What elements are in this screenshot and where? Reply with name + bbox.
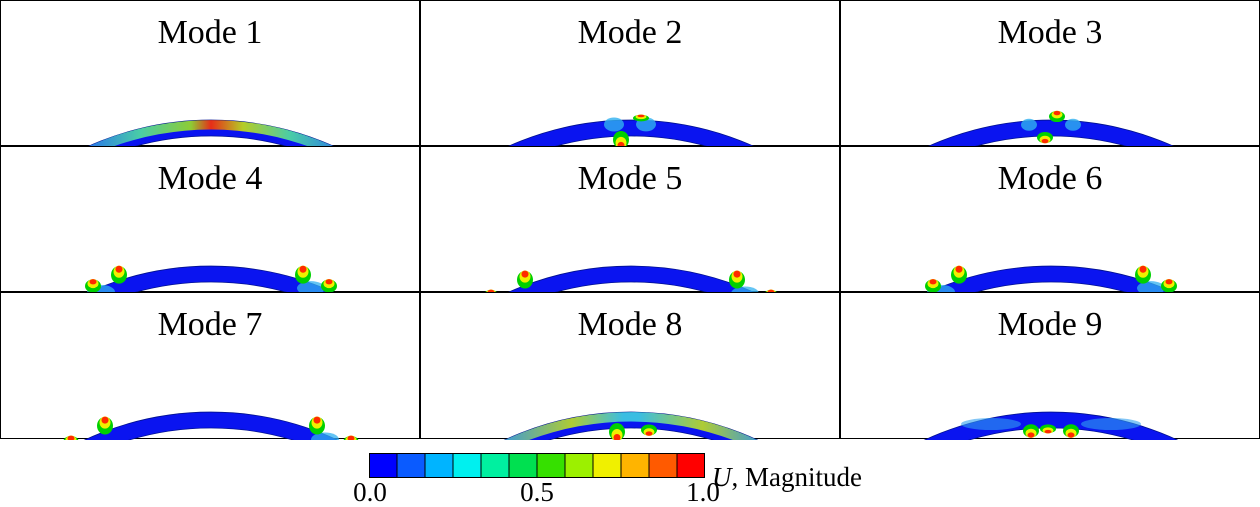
mode-4-wave-r2 (321, 279, 337, 293)
colorbar-band (481, 453, 510, 478)
mode-panel-4: Mode 4 (0, 146, 420, 293)
mode-7-wave-l1 (63, 435, 79, 440)
mode-panel-8: Mode 8 (420, 292, 840, 440)
colorbar-tick-min: 0.0 (353, 477, 387, 507)
mode-shape-plot (484, 265, 778, 293)
mode-title: Mode 7 (157, 306, 263, 343)
colorbar-band (621, 453, 650, 478)
mode-panel-1: Mode 1 (0, 0, 420, 147)
mode-shape-plot (63, 411, 359, 440)
mode-2-bump-small (633, 114, 649, 122)
mode-title: Mode 3 (997, 14, 1103, 51)
mode-3-dip-left (1037, 132, 1053, 144)
mode-title: Mode 5 (577, 160, 683, 197)
mode-4-wave-l2 (111, 265, 127, 284)
mode-3-bump-right (1049, 110, 1065, 123)
mode-9-dip-a (1023, 424, 1039, 438)
mode-2-dip-main (613, 130, 629, 147)
mode-6-wave-l2 (951, 265, 967, 284)
colorbar-border (369, 453, 705, 478)
colorbar-band (537, 453, 566, 478)
mode-panel-3: Mode 3 (840, 0, 1260, 147)
colorbar-symbol: U (712, 462, 732, 492)
mode-6-wave-l1 (925, 279, 941, 293)
mode-shape-plot (926, 110, 1176, 147)
mode-2-blob-a (604, 117, 624, 132)
colorbar-tick-max: 1.0 (686, 477, 720, 507)
colorbar-tick-mid: 0.5 (520, 477, 554, 507)
mode-9-field-r (1081, 418, 1141, 431)
arch-body (83, 411, 339, 440)
colorbar-band (453, 453, 482, 478)
colorbar-band (593, 453, 622, 478)
mode-panel-7: Mode 7 (0, 292, 420, 440)
mode-6-wave-r1 (1135, 265, 1151, 284)
displacement-field (86, 120, 336, 147)
mode-shape-grid: Mode 1 Mode 2 Mode 3 Mode 4 Mode 5 Mode 6 Mode… (0, 0, 1260, 440)
mode-panel-6: Mode 6 (840, 146, 1260, 293)
mode-title: Mode 9 (997, 306, 1103, 343)
colorbar-band (677, 453, 705, 478)
mode-9-field-l (961, 418, 1021, 431)
mode-8-dip-left (609, 423, 625, 440)
colorbar-band (397, 453, 426, 478)
mode-shape-plot (506, 114, 756, 147)
mode-title: Mode 2 (577, 14, 683, 51)
colorbar-band (565, 453, 594, 478)
mode-5-wave-r1 (729, 270, 745, 289)
mode-9-dip-b (1040, 424, 1056, 434)
mode-shape-plot (85, 265, 337, 293)
colorbar (369, 453, 705, 478)
displacement-field (504, 412, 758, 440)
mode-5-wave-l2 (517, 270, 533, 289)
mode-4-blob-r (297, 281, 325, 293)
mode-panel-2: Mode 2 (420, 0, 840, 147)
arch-body (506, 265, 756, 293)
mode-title: Mode 8 (577, 306, 683, 343)
mode-title: Mode 6 (997, 160, 1103, 197)
mode-shape-plot (86, 119, 336, 147)
colorbar-band (509, 453, 538, 478)
mode-shape-plot (503, 411, 759, 440)
colorbar-band (649, 453, 678, 478)
mode-7-wave-r1 (309, 416, 325, 435)
mode-panel-5: Mode 5 (420, 146, 840, 293)
mode-7-wave-r2 (343, 435, 359, 440)
colorbar-band (369, 453, 398, 478)
mode-title: Mode 4 (157, 160, 263, 197)
arch-body (926, 119, 1176, 147)
mode-3-blob-b (1065, 118, 1081, 131)
colorbar-label-text: , Magnitude (731, 462, 862, 492)
arch-body (506, 119, 756, 147)
colorbar-label: U, Magnitude (712, 460, 862, 494)
mode-shape-plot (923, 411, 1179, 440)
colorbar-band (425, 453, 454, 478)
mode-title: Mode 1 (157, 14, 263, 51)
mode-8-dip-right (641, 424, 657, 436)
mode-4-wave-r1 (295, 265, 311, 284)
mode-9-dip-c (1063, 424, 1079, 438)
arch-body (926, 265, 1176, 293)
mode-shape-plot (925, 265, 1177, 293)
mode-6-wave-r2 (1161, 279, 1177, 293)
mode-panel-9: Mode 9 (840, 292, 1260, 440)
mode-3-blob-a (1021, 118, 1037, 131)
mode-4-wave-l1 (85, 279, 101, 293)
arch-body (86, 265, 336, 293)
mode-7-wave-l2 (97, 416, 113, 435)
mode-6-blob-r (1137, 281, 1165, 293)
